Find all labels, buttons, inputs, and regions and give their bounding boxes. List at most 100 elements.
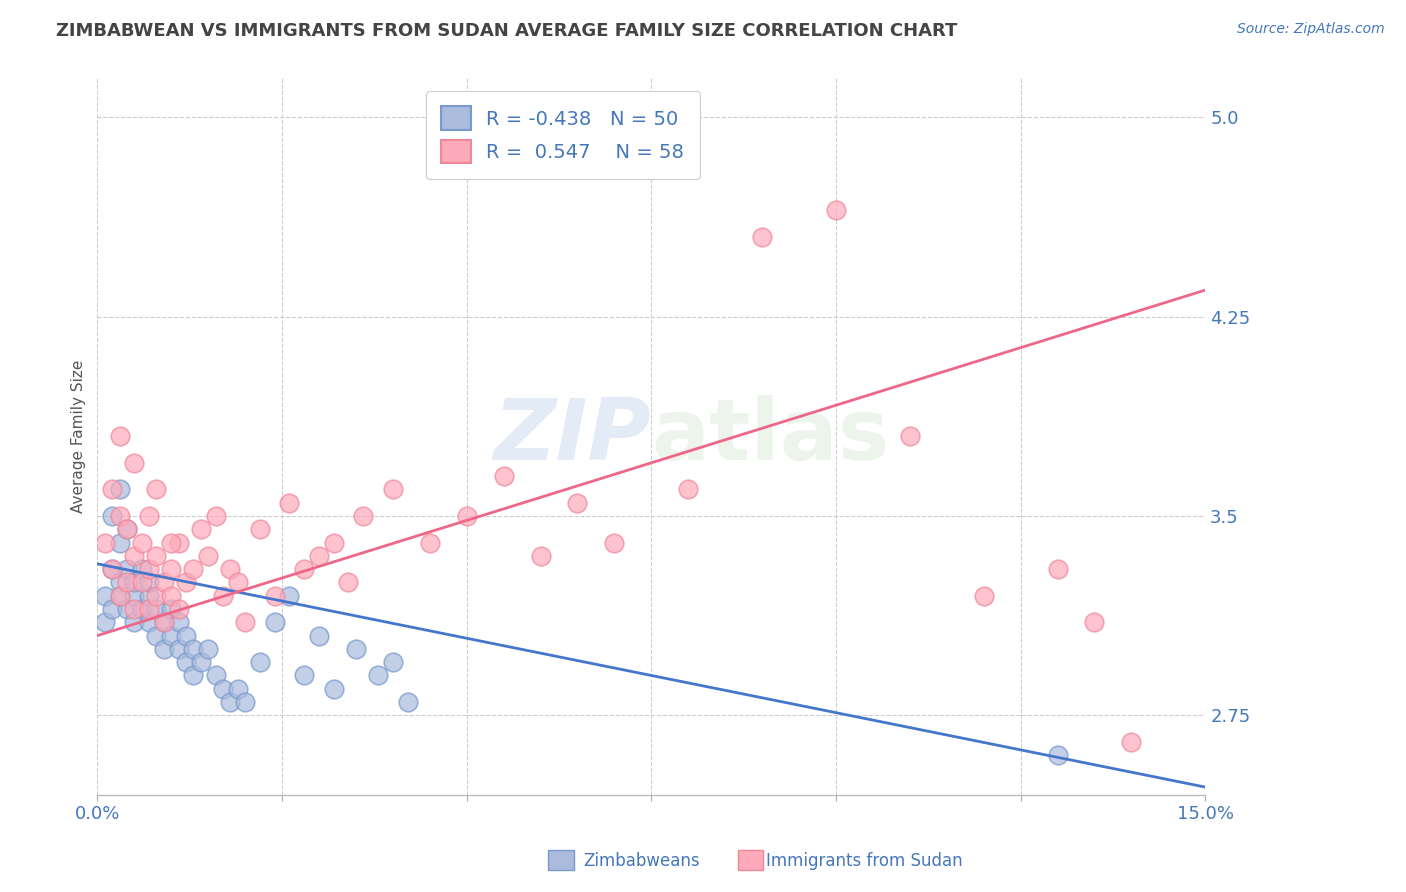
Point [603,535,626,549]
Point [138,508,160,523]
Point [190,655,212,669]
Point [153,615,176,630]
Point [108,429,131,443]
Point [101,508,124,523]
Point [93,615,115,630]
Point [93,589,115,603]
Point [108,575,131,590]
Point [167,535,190,549]
Point [322,535,344,549]
Point [167,641,190,656]
Point [108,535,131,549]
Point [174,575,197,590]
Point [212,589,235,603]
Point [131,602,153,616]
Point [124,456,146,470]
Point [167,602,190,616]
Point [124,602,146,616]
Point [124,589,146,603]
Text: Zimbabweans: Zimbabweans [583,852,700,870]
Point [825,203,848,218]
Text: Immigrants from Sudan: Immigrants from Sudan [766,852,963,870]
Point [131,562,153,576]
Point [249,655,271,669]
Point [131,535,153,549]
Point [115,522,138,536]
Point [751,230,773,244]
Point [367,668,389,682]
Point [898,429,921,443]
Point [115,602,138,616]
Point [145,602,167,616]
Point [145,589,167,603]
Point [124,615,146,630]
Point [492,469,515,483]
Text: atlas: atlas [651,395,890,478]
Point [138,589,160,603]
Point [204,508,226,523]
Point [567,496,589,510]
Point [174,629,197,643]
Point [973,589,995,603]
Point [115,522,138,536]
Point [233,615,256,630]
Text: ZIP: ZIP [494,395,651,478]
Point [101,602,124,616]
Point [219,695,242,709]
Point [678,483,700,497]
Point [138,615,160,630]
Point [190,522,212,536]
Point [167,615,190,630]
Point [396,695,419,709]
Text: ZIMBABWEAN VS IMMIGRANTS FROM SUDAN AVERAGE FAMILY SIZE CORRELATION CHART: ZIMBABWEAN VS IMMIGRANTS FROM SUDAN AVER… [56,22,957,40]
Point [308,629,330,643]
Point [204,668,226,682]
Point [115,562,138,576]
Point [145,549,167,563]
Point [153,575,176,590]
Point [278,589,301,603]
Point [108,589,131,603]
Point [197,641,219,656]
Point [419,535,441,549]
Point [93,535,115,549]
Point [108,508,131,523]
Point [322,681,344,696]
Point [138,562,160,576]
Point [124,575,146,590]
Point [145,483,167,497]
Point [160,562,183,576]
Point [101,562,124,576]
Point [226,575,249,590]
Point [108,589,131,603]
Point [308,549,330,563]
Point [263,589,285,603]
Point [145,629,167,643]
Point [381,483,404,497]
Point [337,575,360,590]
Point [197,549,219,563]
Point [153,641,176,656]
Point [124,549,146,563]
Point [249,522,271,536]
Point [263,615,285,630]
Point [344,641,367,656]
Point [153,615,176,630]
Point [226,681,249,696]
Point [108,483,131,497]
Point [138,575,160,590]
Point [101,483,124,497]
Point [131,575,153,590]
Point [160,589,183,603]
Point [278,496,301,510]
Point [1046,562,1069,576]
Point [381,655,404,669]
Point [1083,615,1105,630]
Point [292,668,315,682]
Point [160,629,183,643]
Point [138,602,160,616]
Point [183,641,205,656]
Point [352,508,374,523]
Point [233,695,256,709]
Point [1121,735,1143,749]
